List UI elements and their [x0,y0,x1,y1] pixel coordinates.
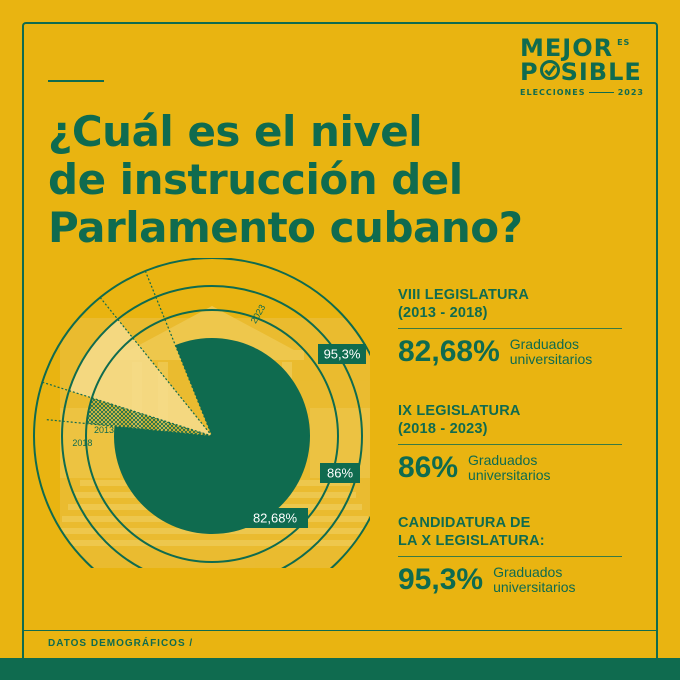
block-ix-legislatura: IX LEGISLATURA (2018 - 2023) 86% Graduad… [398,402,622,485]
block-label: Graduados universitarios [493,564,576,595]
block-percent: 95,3% [398,563,484,596]
checkmark-icon [539,60,560,84]
slice-2023 [69,319,213,436]
block-divider [398,556,622,557]
value-box-2023 [318,344,366,364]
value-label-2023: 95,3% [324,347,361,362]
title-line-1: ¿Cuál es el nivel [48,107,423,156]
logo-line2-end: SIBLE [560,58,642,86]
block-percent: 82,68% [398,335,500,368]
ring-2018 [85,309,339,563]
logo-line2-start: P [520,58,539,86]
block-heading-2: (2013 - 2018) [398,305,488,321]
block-percent: 86% [398,451,459,484]
title-line-3: Parlamento cubano? [48,203,523,252]
title-rule [48,80,104,82]
block-label: Graduados universitarios [509,336,593,367]
block-viii-legislatura: VIII LEGISLATURA (2013 - 2018) 82,68% Gr… [398,286,622,369]
block-heading-1: IX LEGISLATURA [398,403,521,419]
year-label-2013: 2013 [94,425,114,435]
logo: MEJOR ES P SIBLE ELECCIONES 2023 [520,36,644,97]
year-label-2018: 2018 [72,438,92,448]
value-box-2013 [242,508,308,528]
page-title: ¿Cuál es el nivel de instrucción del Par… [48,108,648,252]
block-divider [398,444,622,445]
value-label-2018: 86% [327,466,353,481]
title-line-2: de instrucción del [48,155,463,204]
bottom-band [0,658,680,680]
block-heading-2: (2018 - 2023) [398,421,488,437]
ring-outer [33,258,370,568]
block-heading-1: VIII LEGISLATURA [398,287,530,303]
logo-line1: MEJOR [520,34,614,62]
dashed-radius-0 [144,270,213,437]
outer-frame [22,22,658,658]
footer: DATOS DEMOGRÁFICOS / [22,630,658,659]
block-heading-1: CANDIDATURA DE [398,515,531,531]
dashed-radius-2 [42,381,213,437]
dashed-radius-3 [99,297,213,437]
value-label-2013: 82,68% [253,511,298,526]
block-label: Graduados universitarios [468,452,551,483]
logo-elecciones: ELECCIONES [520,88,586,97]
ring-2023 [61,285,363,568]
logo-superscript: ES [617,38,631,47]
footer-text: DATOS DEMOGRÁFICOS / [48,638,194,649]
value-box-2018 [320,463,360,483]
block-divider [398,328,622,329]
block-heading-2: LA X LEGISLATURA: [398,533,545,549]
logo-year: 2023 [617,88,644,97]
block-x-legislatura: CANDIDATURA DE LA X LEGISLATURA: 95,3% G… [398,514,622,597]
